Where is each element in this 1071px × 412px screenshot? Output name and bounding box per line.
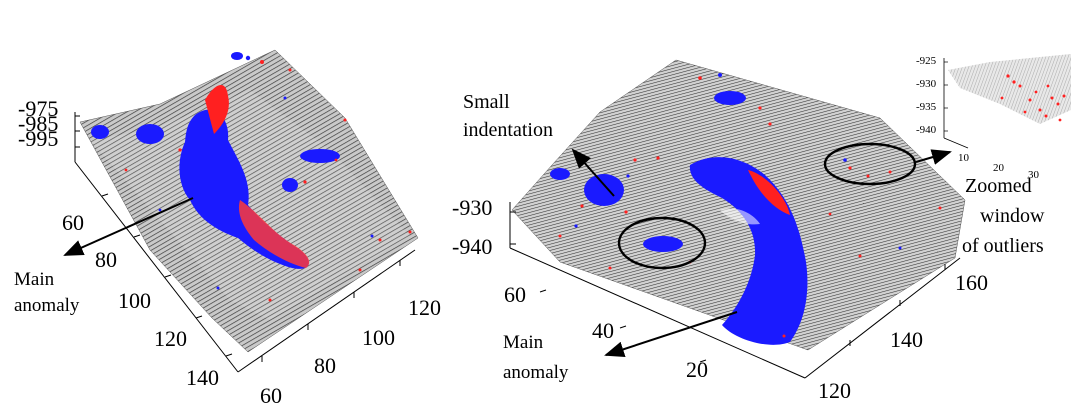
right-anomaly-red-edge bbox=[748, 170, 790, 215]
left-outlier-cluster bbox=[91, 125, 109, 139]
left-x-tick: 80 bbox=[314, 353, 336, 378]
left-y-tick: 60 bbox=[62, 210, 84, 235]
inset-axis-ticks bbox=[944, 61, 948, 132]
left-outlier-cluster bbox=[136, 124, 164, 144]
left-outlier-cluster bbox=[282, 178, 298, 192]
left-x-tick: 120 bbox=[408, 295, 441, 320]
right-x-tick: 140 bbox=[890, 327, 923, 352]
right-x-tick: 120 bbox=[818, 378, 851, 403]
zoomed-window-label: of outliers bbox=[962, 235, 1044, 257]
inset-z-tick: -930 bbox=[916, 78, 937, 90]
left-y-tick: 120 bbox=[154, 326, 187, 351]
left-main-anomaly-blob bbox=[179, 109, 309, 269]
inset-x-tick: 10 bbox=[958, 152, 969, 164]
zoomed-window-label: Zoomed bbox=[965, 175, 1032, 197]
left-outlier-cluster bbox=[300, 149, 340, 163]
left-z-tick: -995 bbox=[18, 126, 59, 151]
right-outlier-cluster bbox=[714, 91, 746, 105]
inset-x-axis bbox=[943, 137, 969, 149]
right-x-axis bbox=[804, 257, 961, 379]
right-z-tick: -940 bbox=[452, 234, 493, 259]
right-outlier-cluster bbox=[550, 168, 570, 180]
left-outlier-dots-blue bbox=[158, 55, 374, 290]
zoom-inset bbox=[943, 54, 1071, 149]
left-z-tick: -985 bbox=[18, 111, 59, 136]
left-annotation-label: anomaly bbox=[14, 295, 80, 316]
right-main-anomaly-label: Main bbox=[503, 332, 544, 353]
right-x-tick: 160 bbox=[955, 270, 988, 295]
right-y-axis bbox=[509, 247, 806, 379]
right-y-tick: 40 bbox=[592, 318, 614, 343]
left-y-axis bbox=[74, 161, 239, 373]
right-y-tick: 60 bbox=[504, 282, 526, 307]
right-arrow-main-anomaly bbox=[604, 311, 738, 357]
inset-x-tick: 30 bbox=[1028, 169, 1039, 181]
right-anomaly-dark-cap bbox=[720, 208, 760, 225]
left-annotation-label: Main bbox=[14, 269, 55, 290]
small-indentation-label: indentation bbox=[463, 119, 553, 141]
small-indentation-label: Small bbox=[463, 91, 510, 113]
right-outlier-dots-blue bbox=[574, 73, 902, 250]
left-3d-plot bbox=[63, 49, 419, 373]
inset-z-tick: -925 bbox=[916, 55, 937, 67]
right-indentation-cluster bbox=[584, 174, 624, 206]
left-annotation-arrow bbox=[63, 197, 194, 256]
right-circle-indentation bbox=[617, 216, 707, 270]
inset-z-tick: -935 bbox=[916, 101, 937, 113]
left-anomaly-red-ridge bbox=[205, 84, 229, 134]
right-axis-ticks bbox=[510, 211, 946, 363]
left-y-tick: 100 bbox=[118, 288, 151, 313]
right-arrow-zoom bbox=[915, 149, 952, 165]
inset-x-tick: 20 bbox=[993, 162, 1004, 174]
right-z-tick: -930 bbox=[452, 195, 493, 220]
left-surface bbox=[79, 49, 419, 353]
left-anomaly-red-tail bbox=[238, 200, 310, 268]
left-y-tick: 80 bbox=[95, 247, 117, 272]
right-main-anomaly-label: anomaly bbox=[503, 362, 569, 383]
inset-z-tick: -940 bbox=[916, 124, 937, 136]
left-x-tick: 100 bbox=[362, 325, 395, 350]
left-axis-ticks bbox=[75, 115, 401, 362]
right-y-tick: 20 bbox=[686, 357, 708, 382]
inset-surface bbox=[948, 54, 1071, 124]
right-outlier-cluster bbox=[643, 236, 683, 252]
left-outlier-cluster bbox=[231, 52, 243, 60]
left-x-axis bbox=[237, 249, 416, 373]
left-x-tick: 60 bbox=[260, 383, 282, 408]
left-y-tick: 140 bbox=[186, 365, 219, 390]
right-arrow-indentation bbox=[571, 148, 615, 197]
left-z-tick: -975 bbox=[18, 96, 59, 121]
right-3d-plot bbox=[509, 59, 966, 379]
left-surface-shade bbox=[90, 90, 410, 320]
left-outlier-dots bbox=[124, 60, 412, 302]
inset-outlier-dots bbox=[1000, 74, 1066, 122]
right-circle-outliers bbox=[823, 142, 917, 186]
zoomed-window-label: window bbox=[980, 205, 1045, 227]
